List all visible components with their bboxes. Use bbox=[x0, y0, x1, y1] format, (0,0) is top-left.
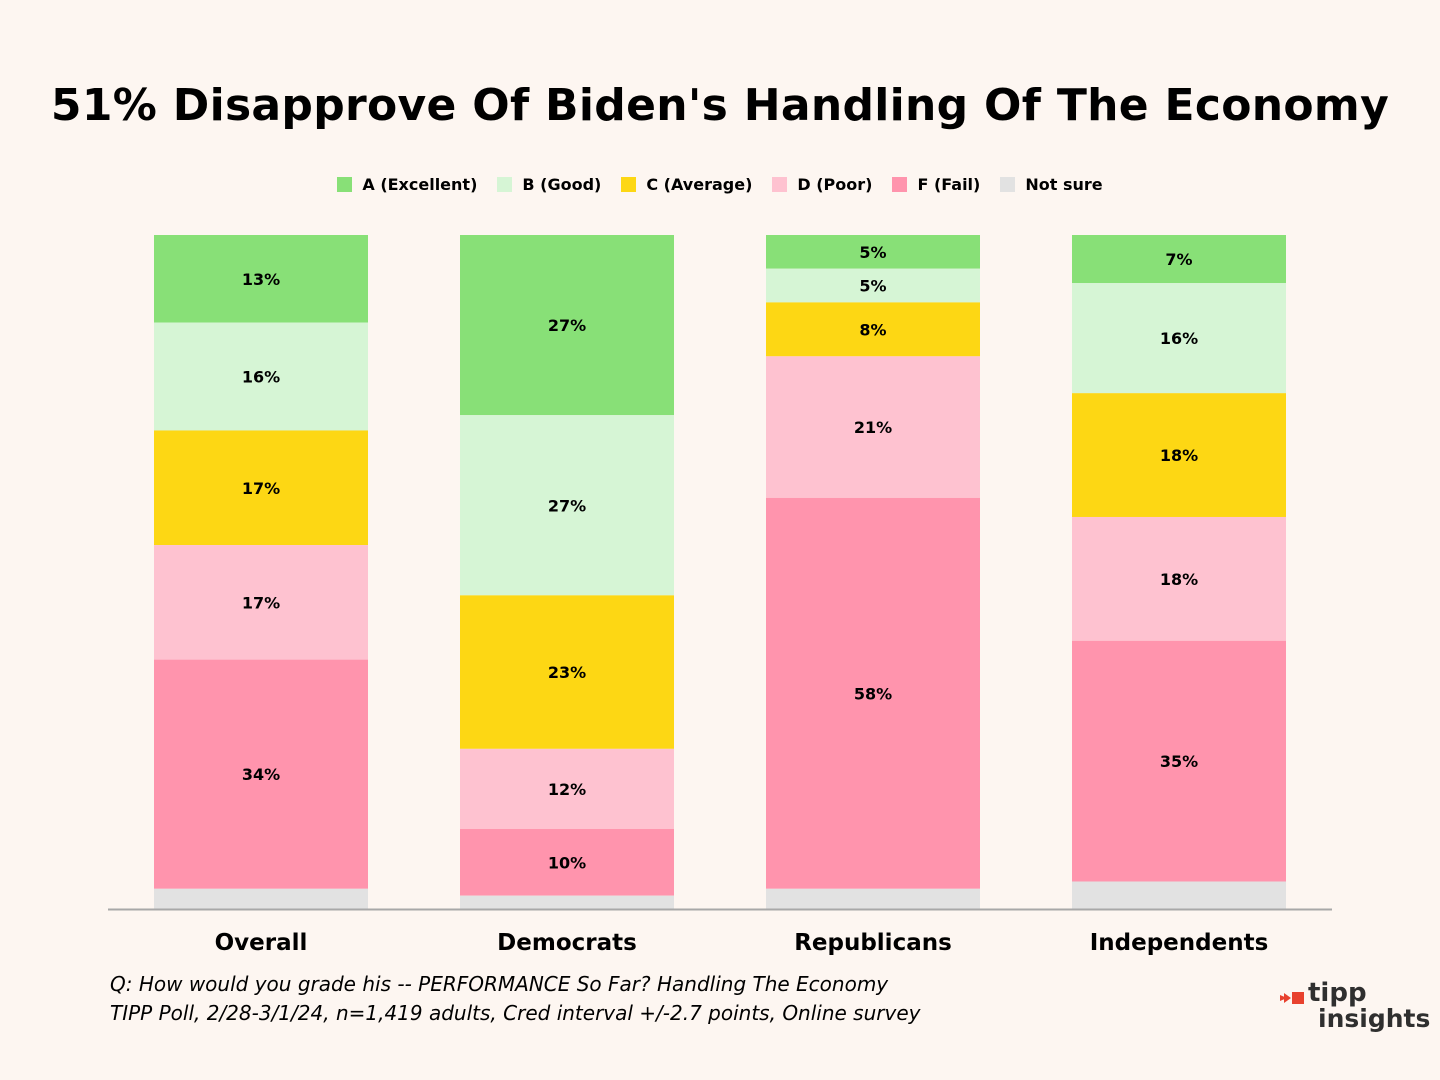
bar-segment-overall-5 bbox=[154, 888, 368, 909]
bar-segment-independents-2 bbox=[1072, 393, 1286, 517]
legend-item-c: C (Average) bbox=[621, 175, 752, 194]
legend-swatch-c bbox=[621, 177, 637, 192]
category-label-republicans: Republicans bbox=[794, 930, 952, 956]
bar-segment-republicans-0 bbox=[766, 235, 980, 269]
legend: A (Excellent) B (Good) C (Average) D (Po… bbox=[0, 175, 1440, 194]
legend-label-a: A (Excellent) bbox=[362, 175, 478, 194]
data-label-democrats-4: 10% bbox=[548, 853, 586, 872]
data-label-independents-1: 16% bbox=[1160, 329, 1198, 348]
data-label-republicans-0: 5% bbox=[859, 243, 886, 262]
data-label-overall-1: 16% bbox=[242, 368, 280, 387]
legend-label-c: C (Average) bbox=[646, 175, 753, 194]
legend-item-b: B (Good) bbox=[497, 175, 601, 194]
bar-segment-democrats-1 bbox=[460, 415, 674, 596]
data-label-independents-0: 7% bbox=[1165, 250, 1192, 269]
chart-title: 51% Disapprove Of Biden's Handling Of Th… bbox=[50, 80, 1390, 131]
category-label-overall: Overall bbox=[215, 930, 308, 956]
bar-segment-democrats-2 bbox=[460, 595, 674, 749]
data-label-independents-4: 35% bbox=[1160, 752, 1198, 771]
bar-segment-democrats-4 bbox=[460, 828, 674, 896]
legend-item-d: D (Poor) bbox=[772, 175, 872, 194]
legend-item-a: A (Excellent) bbox=[337, 175, 477, 194]
legend-swatch-d bbox=[772, 177, 788, 192]
bar-segment-overall-4 bbox=[154, 659, 368, 889]
tipp-insights-logo: tipp insights bbox=[1278, 978, 1431, 1036]
bar-segment-republicans-5 bbox=[766, 888, 980, 909]
bar-segment-overall-3 bbox=[154, 545, 368, 660]
data-label-republicans-4: 58% bbox=[854, 684, 892, 703]
data-label-overall-4: 34% bbox=[242, 765, 280, 784]
bar-segment-independents-0 bbox=[1072, 235, 1286, 284]
logo-arrows-icon bbox=[1280, 992, 1304, 1004]
bar-segment-republicans-2 bbox=[766, 302, 980, 357]
data-label-overall-0: 13% bbox=[242, 270, 280, 289]
bar-segment-independents-3 bbox=[1072, 516, 1286, 641]
data-label-democrats-1: 27% bbox=[548, 496, 586, 515]
bar-segment-democrats-5 bbox=[460, 895, 674, 909]
legend-item-not-sure: Not sure bbox=[1000, 175, 1103, 194]
footnote-source: TIPP Poll, 2/28-3/1/24, n=1,419 adults, … bbox=[110, 1001, 921, 1025]
bar-segment-overall-0 bbox=[154, 235, 368, 323]
legend-swatch-b bbox=[497, 177, 513, 192]
bar-segment-republicans-4 bbox=[766, 497, 980, 889]
data-label-democrats-2: 23% bbox=[548, 663, 586, 682]
data-label-democrats-0: 27% bbox=[548, 316, 586, 335]
bar-segment-democrats-3 bbox=[460, 748, 674, 829]
legend-label-not-sure: Not sure bbox=[1025, 175, 1103, 194]
data-label-independents-3: 18% bbox=[1160, 570, 1198, 589]
data-label-overall-3: 17% bbox=[242, 593, 280, 612]
legend-swatch-a bbox=[337, 177, 353, 192]
bar-segment-republicans-3 bbox=[766, 356, 980, 498]
bar-segment-independents-5 bbox=[1072, 881, 1286, 909]
footnote-question: Q: How would you grade his -- PERFORMANC… bbox=[110, 972, 889, 996]
category-label-independents: Independents bbox=[1090, 930, 1269, 956]
bar-segment-overall-2 bbox=[154, 430, 368, 546]
legend-swatch-f bbox=[892, 177, 908, 192]
data-label-independents-2: 18% bbox=[1160, 446, 1198, 465]
footnote: Q: How would you grade his -- PERFORMANC… bbox=[110, 970, 920, 1028]
data-label-overall-2: 17% bbox=[242, 479, 280, 498]
data-label-republicans-3: 21% bbox=[854, 418, 892, 437]
legend-label-d: D (Poor) bbox=[797, 175, 873, 194]
legend-label-f: F (Fail) bbox=[917, 175, 981, 194]
bar-segment-democrats-0 bbox=[460, 235, 674, 416]
bar-segment-independents-1 bbox=[1072, 283, 1286, 394]
bar-segment-overall-1 bbox=[154, 322, 368, 431]
bar-segment-independents-4 bbox=[1072, 640, 1286, 882]
logo-insights-text: insights bbox=[1318, 1004, 1431, 1033]
bar-segment-republicans-1 bbox=[766, 268, 980, 303]
data-label-democrats-3: 12% bbox=[548, 780, 586, 799]
data-label-republicans-2: 8% bbox=[859, 320, 886, 339]
data-label-republicans-1: 5% bbox=[859, 277, 886, 296]
legend-swatch-not-sure bbox=[1000, 177, 1016, 192]
legend-label-b: B (Good) bbox=[522, 175, 602, 194]
category-label-democrats: Democrats bbox=[497, 930, 637, 956]
legend-item-f: F (Fail) bbox=[892, 175, 980, 194]
logo-tipp-text: tipp bbox=[1308, 978, 1367, 1008]
